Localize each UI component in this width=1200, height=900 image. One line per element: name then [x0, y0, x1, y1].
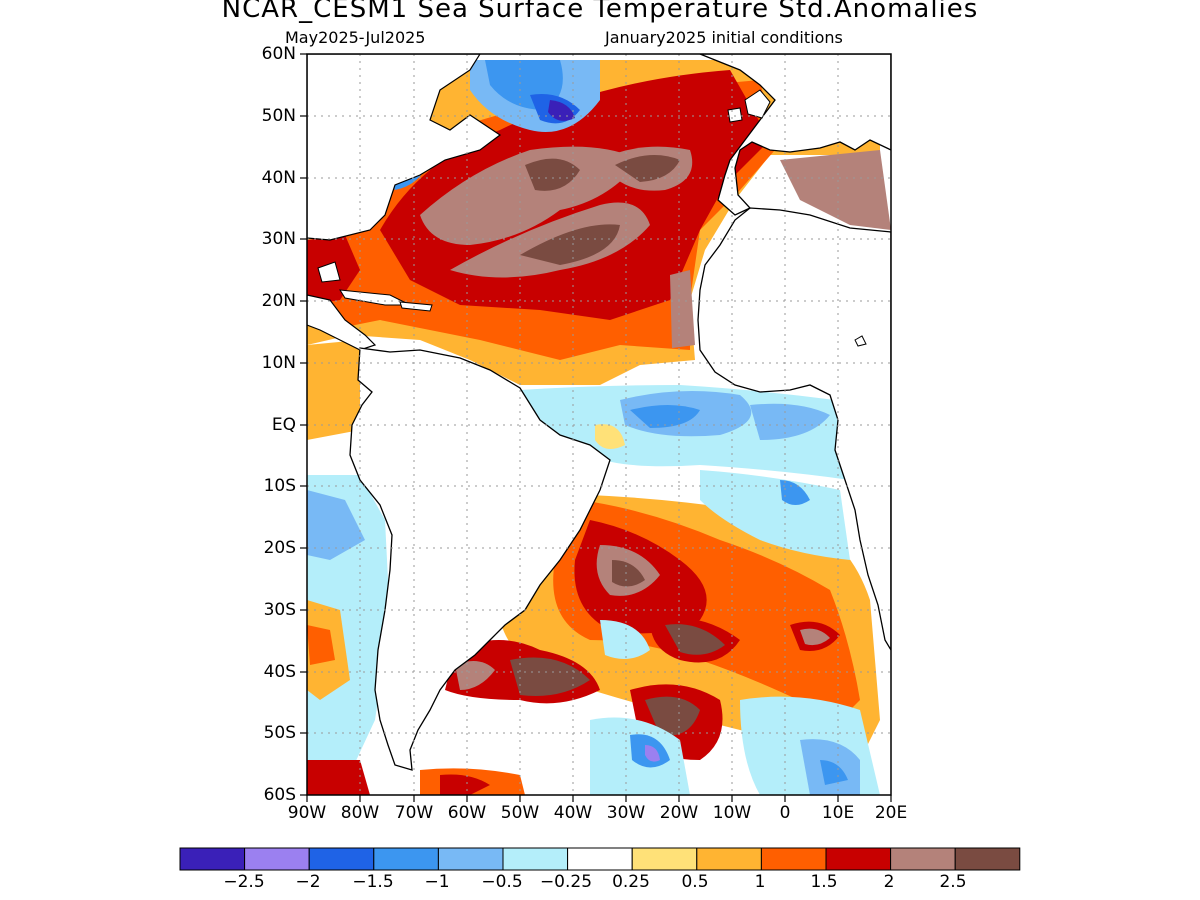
colorbar-label: −0.5 [481, 872, 523, 892]
lon-label-80w: 80W [340, 803, 380, 823]
colorbar-label: −1 [424, 872, 450, 892]
lat-label-60n: 60N [261, 44, 296, 64]
lon-label-90w: 90W [287, 803, 327, 823]
lon-label-50w: 50W [500, 803, 540, 823]
lat-label-20n: 20N [261, 291, 296, 311]
colorbar-label: −0.25 [539, 872, 593, 892]
colorbar-swatch [308, 847, 375, 871]
colorbar-label: −2 [295, 872, 321, 892]
lat-label-40s: 40S [263, 662, 296, 682]
colorbar-swatch [760, 847, 827, 871]
colorbar-label: 1 [754, 872, 766, 892]
colorbar-label: −2.5 [223, 872, 265, 892]
colorbar-label: 2 [883, 872, 895, 892]
lat-label-30s: 30S [263, 600, 296, 620]
lon-label-20w: 20W [659, 803, 699, 823]
lat-label-10s: 10S [263, 476, 296, 496]
lon-label-0: 0 [779, 803, 791, 823]
colorbar-label: 0.25 [612, 872, 650, 892]
colorbar-swatch [179, 847, 246, 871]
colorbar-swatch [631, 847, 698, 871]
lon-label-60w: 60W [447, 803, 487, 823]
graticule [307, 54, 891, 795]
colorbar-swatch [373, 847, 439, 871]
colorbar-swatch [567, 847, 633, 871]
lat-label-10n: 10N [261, 353, 296, 373]
lon-label-70w: 70W [394, 803, 434, 823]
lon-label-20e: 20E [874, 803, 908, 823]
colorbar-label: 0.5 [681, 872, 709, 892]
lat-label-eq: EQ [271, 415, 296, 435]
lon-label-40w: 40W [553, 803, 593, 823]
colorbar-swatch [954, 847, 1021, 871]
colorbar-label: 1.5 [810, 872, 838, 892]
colorbar-swatch [890, 847, 956, 871]
colorbar [179, 847, 1021, 871]
lon-label-10w: 10W [712, 803, 752, 823]
colorbar-swatch [696, 847, 762, 871]
colorbar-label: 2.5 [939, 872, 967, 892]
lat-label-50s: 50S [263, 723, 296, 743]
lon-label-30w: 30W [606, 803, 646, 823]
colorbar-swatch [825, 847, 892, 871]
colorbar-swatch [437, 847, 504, 871]
lat-label-20s: 20S [263, 538, 296, 558]
anomaly-field [307, 54, 891, 795]
lat-label-30n: 30N [261, 229, 296, 249]
lat-label-40n: 40N [261, 168, 296, 188]
lat-label-50n: 50N [261, 106, 296, 126]
map-title: NCAR_CESM1 Sea Surface Temperature Std.A… [221, 0, 979, 24]
colorbar-label: −1.5 [352, 872, 394, 892]
colorbar-swatch [244, 847, 310, 871]
forecast-period: May2025-Jul2025 [285, 28, 426, 47]
colorbar-swatch [502, 847, 569, 871]
lon-label-10e: 10E [821, 803, 855, 823]
initial-conditions: January2025 initial conditions [605, 28, 843, 47]
lat-label-60s: 60S [263, 785, 296, 805]
